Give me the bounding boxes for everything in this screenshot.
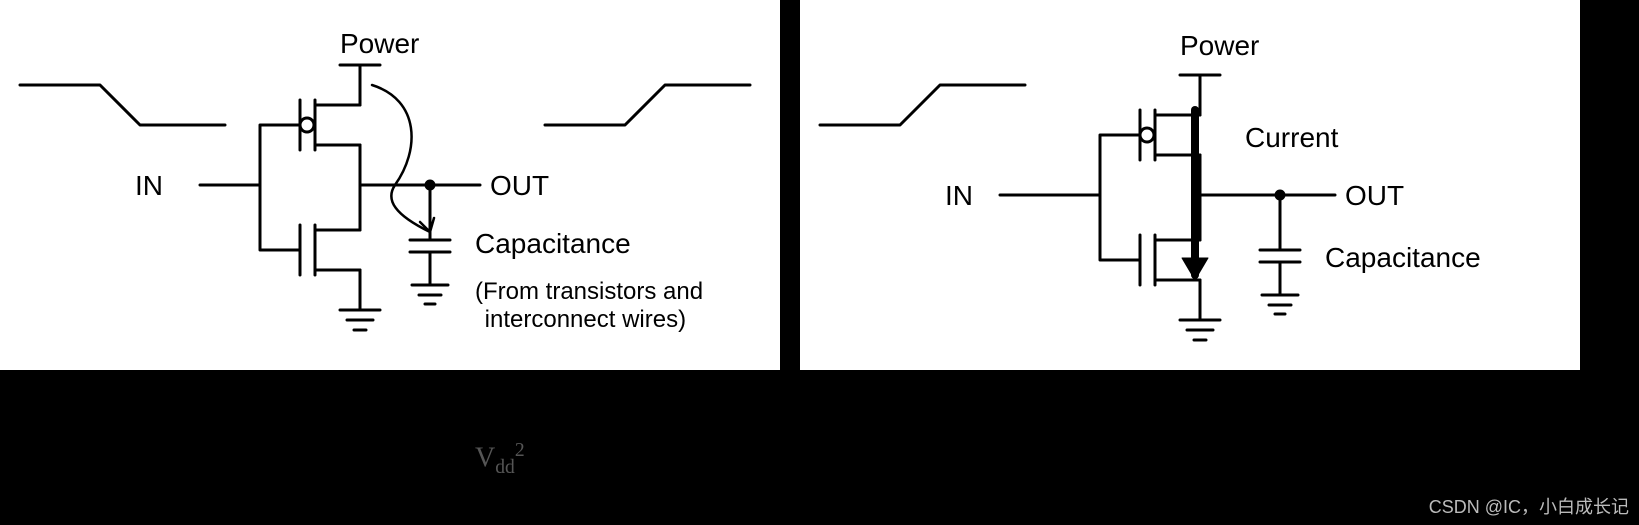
formula-sub: dd — [495, 457, 515, 478]
label-in-left: IN — [135, 170, 163, 202]
label-capacitance-right: Capacitance — [1325, 242, 1481, 274]
label-out-right: OUT — [1345, 180, 1404, 212]
label-note1-left: (From transistors and — [475, 278, 703, 306]
label-power-left: Power — [340, 28, 419, 60]
formula-base: V — [475, 442, 495, 473]
right-panel: Power IN OUT Current Capacitance — [800, 0, 1580, 370]
label-current-right: Current — [1245, 122, 1338, 154]
left-panel: Power IN OUT Capacitance (From transisto… — [0, 0, 780, 370]
label-out-left: OUT — [490, 170, 549, 202]
formula-vdd-squared: Vdd2 — [475, 440, 525, 479]
formula-sup: 2 — [515, 440, 525, 461]
label-capacitance-left: Capacitance — [475, 228, 631, 260]
label-power-right: Power — [1180, 30, 1259, 62]
watermark: CSDN @IC，小白成长记 — [1429, 493, 1629, 519]
label-in-right: IN — [945, 180, 973, 212]
label-note2-left: interconnect wires) — [478, 306, 686, 334]
